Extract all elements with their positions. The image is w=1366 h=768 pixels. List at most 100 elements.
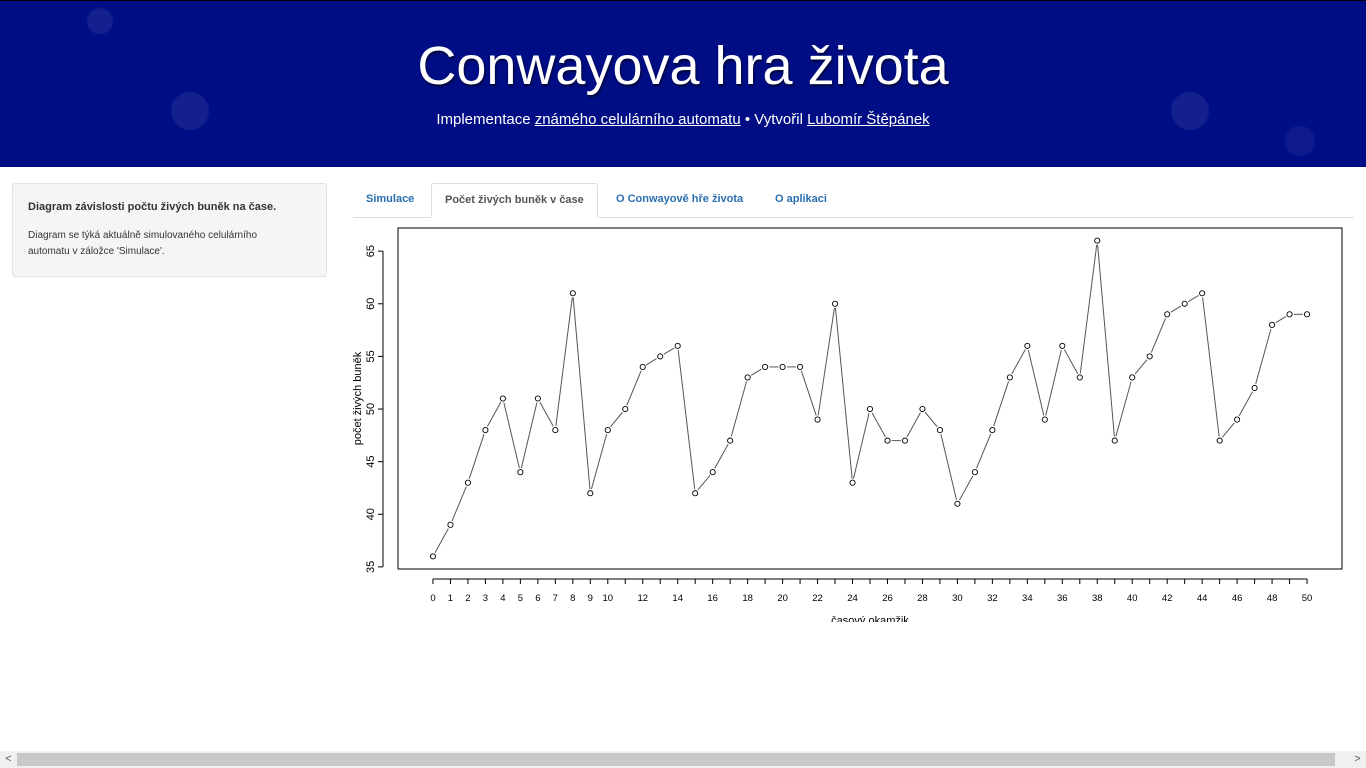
- series-line-segment: [853, 412, 870, 479]
- series-line-segment: [1275, 316, 1287, 324]
- y-tick-label: 65: [365, 245, 377, 257]
- series-line-segment: [959, 475, 974, 501]
- series-line-segment: [1188, 294, 1199, 303]
- x-tick-label: 16: [707, 593, 718, 604]
- x-tick-label: 6: [535, 593, 540, 604]
- data-point: [1181, 300, 1188, 307]
- data-point: [569, 290, 576, 297]
- series-line-segment: [646, 358, 657, 366]
- data-point: [1146, 353, 1153, 360]
- data-point: [1199, 290, 1206, 297]
- automaton-link[interactable]: známého celulárního automatu: [534, 111, 741, 128]
- x-tick-label: 18: [742, 593, 753, 604]
- data-point: [482, 427, 489, 434]
- x-tick-label: 7: [553, 593, 558, 604]
- data-point: [971, 469, 978, 476]
- x-tick-label: 50: [1302, 593, 1313, 604]
- series-line-segment: [993, 381, 1010, 427]
- y-tick-label: 60: [365, 298, 377, 310]
- data-point: [692, 490, 699, 497]
- x-tick-label: 48: [1267, 593, 1278, 604]
- data-point: [849, 479, 856, 486]
- chart-area: 35 40 45 50 55 60 65 0 1 2 3 4 5 6 7 8 9 10 12 14 16 18 20 22 24…: [352, 222, 1352, 627]
- series-line-segment: [940, 434, 957, 500]
- series-line-segment: [677, 349, 696, 490]
- data-point: [1024, 342, 1031, 349]
- x-tick-label: 4: [500, 593, 505, 604]
- series-line-segment: [451, 486, 467, 522]
- series-line-segment: [1255, 328, 1272, 385]
- y-axis-label: počet živých buněk: [352, 351, 364, 445]
- data-point: [727, 437, 734, 444]
- series-line-segment: [503, 402, 520, 469]
- x-tick-label: 36: [1057, 593, 1068, 604]
- sidebar-title: Diagram závislosti počtu živých buněk na…: [28, 201, 277, 213]
- series-line-segment: [1045, 349, 1062, 416]
- data-point: [919, 405, 926, 413]
- data-point: [709, 469, 716, 476]
- data-point: [936, 427, 943, 434]
- series-line-segment: [626, 370, 642, 406]
- series-line-segment: [730, 381, 747, 437]
- sidebar-panel: Diagram závislosti počtu živých buněk na…: [12, 183, 327, 277]
- data-point: [797, 363, 804, 370]
- y-tick-label: 55: [365, 350, 377, 362]
- page-subtitle: Implementace známého celulárního automat…: [0, 111, 1366, 128]
- x-tick-label: 3: [483, 593, 488, 604]
- series-line-segment: [1202, 297, 1220, 437]
- x-tick-label: 38: [1092, 593, 1103, 604]
- series-line-segment: [1079, 244, 1098, 374]
- data-point: [954, 500, 961, 507]
- tab-simulace[interactable]: Simulace: [366, 193, 415, 205]
- data-point: [534, 395, 541, 402]
- app-header: Conwayova hra života Implementace známéh…: [0, 0, 1366, 167]
- data-point: [1234, 416, 1241, 423]
- scroll-left-icon[interactable]: <: [5, 753, 12, 765]
- data-point: [762, 363, 769, 370]
- data-point: [429, 553, 437, 560]
- series-line-segment: [610, 411, 623, 428]
- series-line-segment: [871, 412, 886, 438]
- data-point: [447, 521, 454, 528]
- y-tick-label: 45: [365, 456, 377, 468]
- series-line-segment: [976, 433, 992, 469]
- data-point: [674, 342, 681, 349]
- data-point: [1041, 416, 1048, 423]
- plot-frame: [397, 227, 1343, 570]
- y-tick-label: 40: [365, 508, 377, 520]
- x-tick-label: 44: [1197, 593, 1208, 604]
- data-point: [1076, 374, 1083, 381]
- series-line-segment: [468, 433, 485, 479]
- x-tick-label: 34: [1022, 593, 1033, 604]
- tab-o-aplikaci[interactable]: O aplikaci: [775, 193, 827, 205]
- data-point: [866, 405, 874, 413]
- horizontal-scrollbar[interactable]: < >: [0, 751, 1366, 768]
- x-tick-label: 12: [637, 593, 648, 604]
- series-line-segment: [1097, 244, 1115, 437]
- x-tick-label: 30: [952, 593, 963, 604]
- data-point: [1303, 311, 1311, 318]
- series-line-segment: [750, 368, 762, 376]
- x-tick-label: 2: [465, 593, 470, 604]
- series-line-segment: [697, 475, 711, 491]
- author-link[interactable]: Lubomír Štěpánek: [807, 111, 930, 128]
- tab-o-conwayove-hre[interactable]: O Conwayově hře života: [616, 193, 744, 205]
- tab-pocet-zivych-bunek[interactable]: Počet živých buněk v čase: [431, 183, 598, 218]
- data-point: [622, 405, 629, 413]
- x-tick-label: 1: [448, 593, 453, 604]
- data-point: [901, 437, 909, 444]
- series-line-segment: [1150, 317, 1167, 353]
- subtitle-prefix: Implementace: [436, 111, 531, 128]
- series-line-segment: [800, 370, 817, 416]
- data-point: [884, 437, 891, 444]
- scrollbar-thumb[interactable]: [17, 753, 1335, 766]
- x-tick-label: 40: [1127, 593, 1138, 604]
- data-point: [779, 363, 786, 370]
- x-tick-label: 14: [672, 593, 683, 604]
- series-line-segment: [1221, 422, 1235, 438]
- data-point: [517, 469, 524, 476]
- data-point: [1094, 237, 1101, 244]
- scroll-right-icon[interactable]: >: [1354, 753, 1361, 765]
- data-point: [1129, 374, 1136, 381]
